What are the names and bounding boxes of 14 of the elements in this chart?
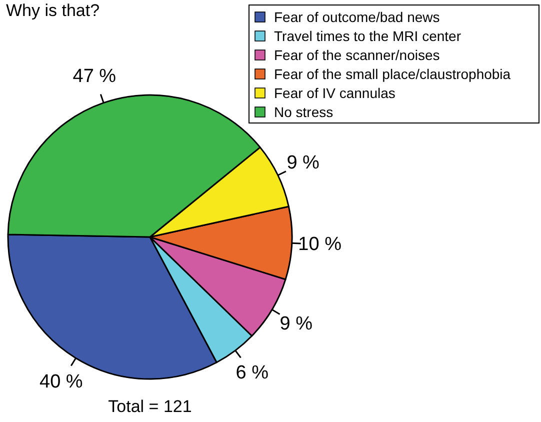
text: Total = 121	[108, 397, 192, 416]
legend-label: Travel times to the MRI center	[274, 28, 462, 44]
chart-title: Why is that?	[6, 1, 100, 20]
data-label: 6 %	[236, 362, 269, 384]
legend-label: Fear of outcome/bad news	[274, 9, 440, 25]
legend-label: Fear of IV cannulas	[274, 85, 396, 101]
data-label: 10 %	[298, 234, 342, 255]
data-label: 47 %	[72, 66, 116, 87]
legend-label: Fear of the scanner/noises	[274, 47, 440, 63]
data-label: 40 %	[40, 371, 83, 392]
legend-label: No stress	[274, 104, 334, 120]
data-label: 9 %	[286, 152, 320, 174]
legend-label: Fear of the small place/claustrophobia	[274, 66, 511, 82]
data-label: 9 %	[280, 313, 313, 334]
